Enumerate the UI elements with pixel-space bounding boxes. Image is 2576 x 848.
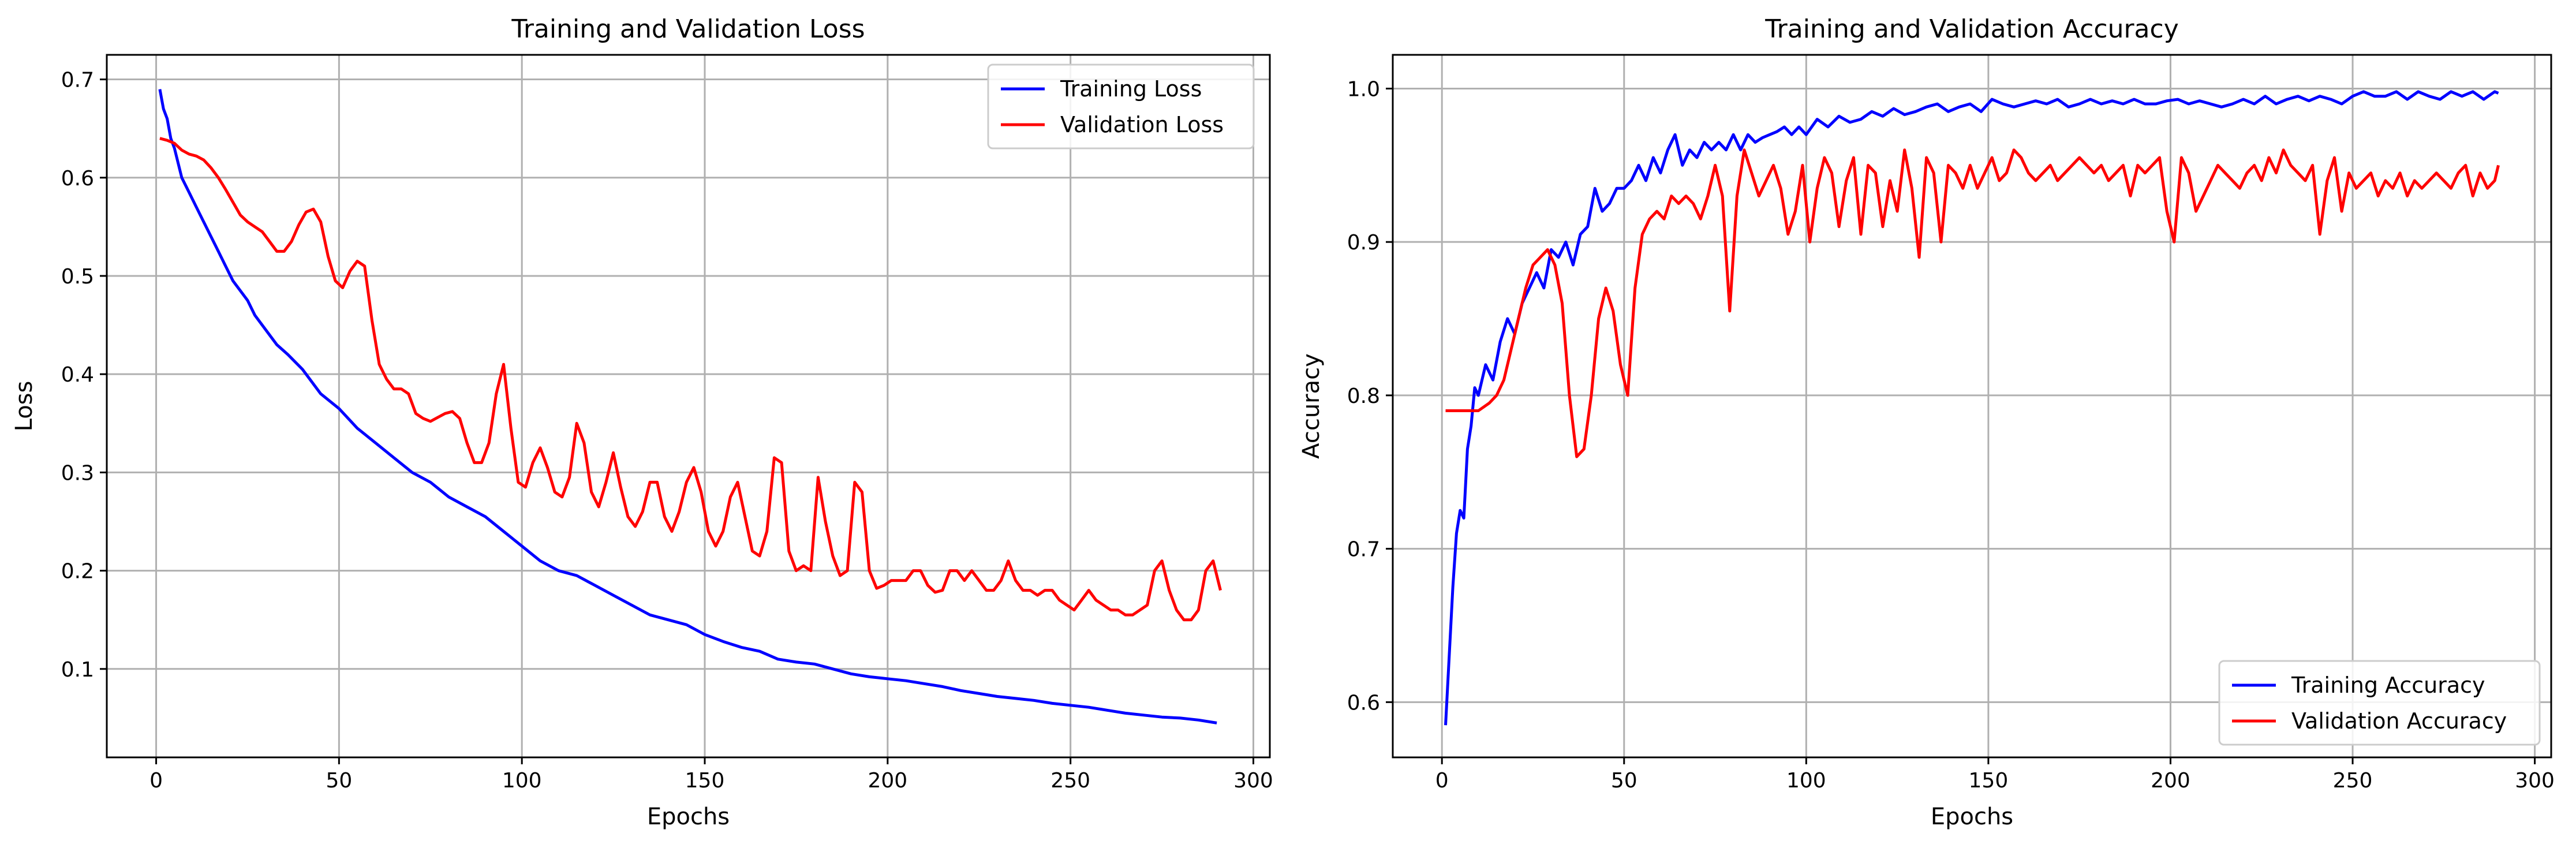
y-tick-label: 0.6 (61, 167, 94, 190)
y-tick-label: 0.4 (61, 363, 94, 387)
x-tick-label: 0 (1435, 769, 1449, 793)
x-tick-label: 50 (1611, 769, 1637, 793)
x-tick-label: 150 (1969, 769, 2009, 793)
x-tick-label: 150 (685, 769, 725, 793)
chart-title: Training and Validation Loss (511, 14, 865, 44)
y-tick-label: 0.3 (61, 461, 94, 485)
loss-chart: 0 50 100 150 200 250 300 0.1 0.2 0.3 0.4 0.5 0.6 0.7 T… (11, 14, 1273, 830)
series-line-validation-loss (159, 137, 1222, 622)
y-tick-label: 0.7 (1347, 538, 1380, 562)
y-tick-label: 0.8 (1347, 384, 1380, 408)
legend-box (987, 63, 1255, 150)
y-tick-label: 0.2 (61, 560, 94, 584)
y-tick-label: 0.6 (1347, 691, 1380, 715)
series-line-training-accuracy (1444, 90, 2499, 726)
legend-label: Training Loss (1060, 76, 1202, 102)
y-axis-title: Loss (11, 381, 38, 432)
y-tick-label: 0.7 (61, 69, 94, 92)
x-tick-label: 200 (868, 769, 907, 793)
y-tick-label: 1.0 (1347, 77, 1380, 101)
legend-label: Validation Loss (1060, 112, 1224, 137)
x-tick-label: 100 (502, 769, 542, 793)
legend-box (2218, 660, 2541, 746)
y-tick-label: 0.1 (61, 658, 94, 682)
legend-label: Training Accuracy (2291, 673, 2485, 698)
x-axis-title: Epochs (1931, 804, 2013, 830)
x-tick-label: 200 (2151, 769, 2190, 793)
y-axis-title: Accuracy (1298, 353, 1325, 459)
x-tick-label: 100 (1786, 769, 1826, 793)
x-tick-label: 250 (1050, 769, 1090, 793)
y-tick-label: 0.5 (61, 265, 94, 289)
chart-title: Training and Validation Accuracy (1764, 14, 2179, 44)
accuracy-chart: 0 50 100 150 200 250 300 0.6 0.7 0.8 0.9 1.0 Trainin… (1298, 14, 2555, 830)
x-tick-label: 0 (149, 769, 163, 793)
x-tick-label: 50 (326, 769, 352, 793)
series-line-training-loss (158, 89, 1217, 724)
x-tick-label: 300 (2515, 769, 2555, 793)
x-tick-label: 300 (1233, 769, 1273, 793)
plot-frame (106, 54, 1271, 759)
x-axis-title: Epochs (647, 804, 730, 830)
plot-frame (1392, 54, 2552, 759)
series-line-validation-accuracy (1445, 148, 2500, 458)
x-tick-label: 250 (2333, 769, 2373, 793)
legend-label: Validation Accuracy (2291, 708, 2507, 734)
y-tick-label: 0.9 (1347, 231, 1380, 255)
